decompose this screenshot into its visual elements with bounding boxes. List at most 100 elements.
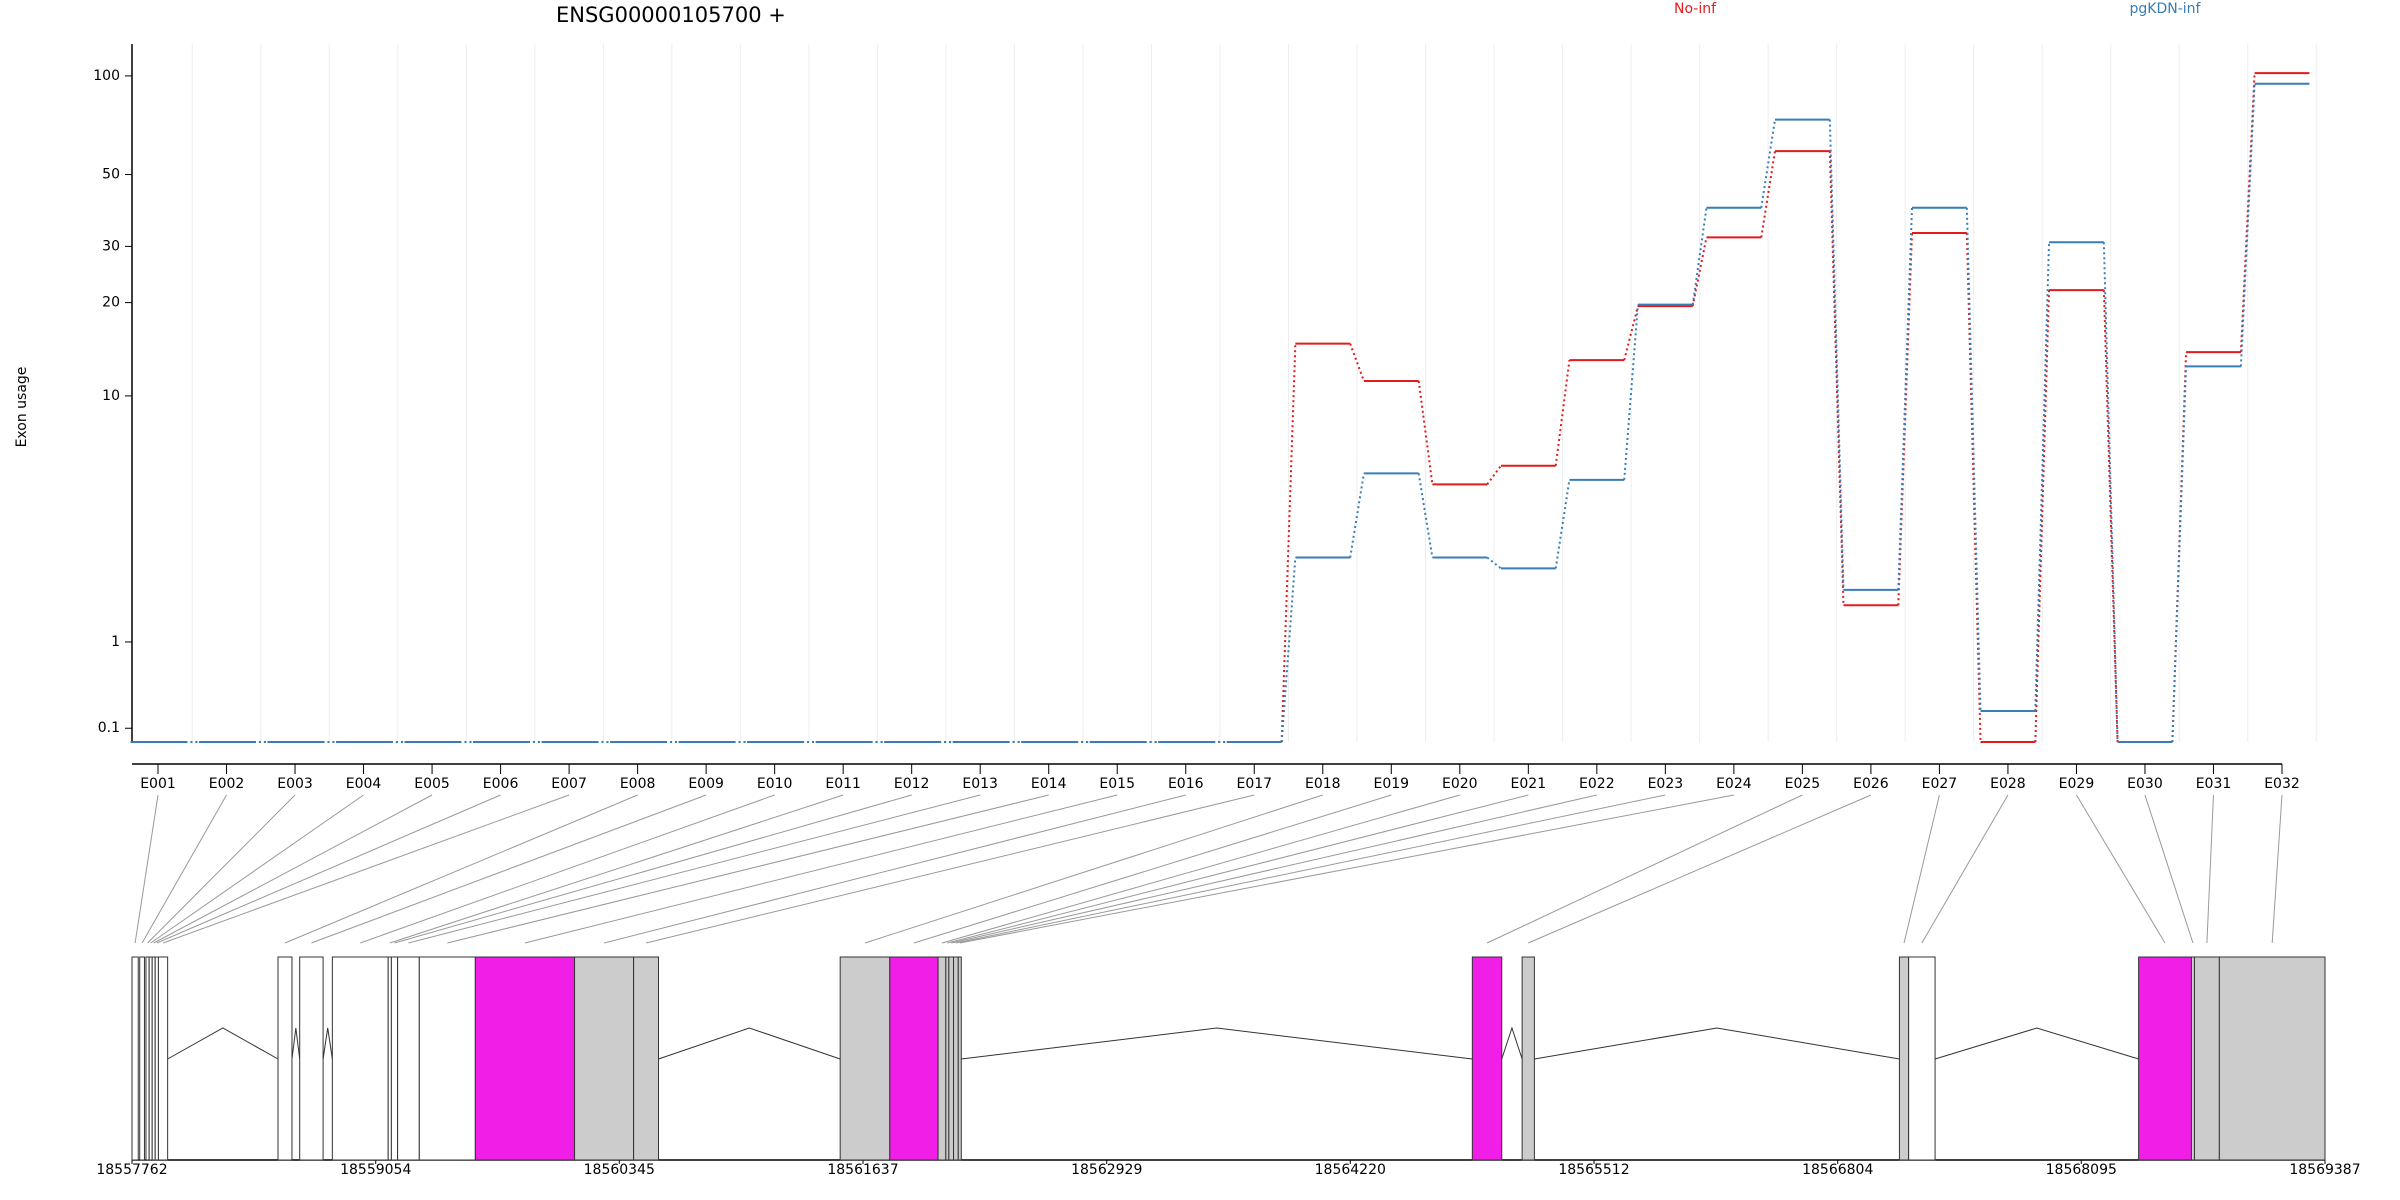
step-connector: [1623, 304, 1639, 480]
y-tick-label: 10: [102, 388, 120, 404]
x-tick-label: E005: [414, 776, 450, 792]
exon-link: [1921, 794, 2009, 944]
step-connector: [2034, 242, 2051, 711]
x-tick-label: E031: [2196, 776, 2232, 792]
exon: [953, 956, 959, 1161]
x-tick-label: E022: [1579, 776, 1615, 792]
exon-link: [913, 794, 1392, 944]
step-connector: [1280, 343, 1297, 743]
y-tick-label: 50: [102, 167, 120, 183]
step-connector: [1897, 207, 1914, 590]
step-connector: [1349, 473, 1365, 558]
step-connector: [1965, 207, 1982, 711]
step-connector: [1349, 343, 1365, 382]
x-tick-label: E013: [962, 776, 998, 792]
x-tick-label: E029: [2059, 776, 2095, 792]
x-tick-label: E003: [277, 776, 313, 792]
exon: [937, 956, 947, 1161]
intron: [291, 1027, 301, 1060]
exon-link: [603, 794, 1186, 944]
exon: [1521, 956, 1535, 1161]
x-tick-label: E014: [1031, 776, 1067, 792]
exon: [633, 956, 660, 1161]
x-tick-label: E024: [1716, 776, 1752, 792]
step-connector: [1417, 473, 1434, 558]
y-tick-label: 1: [111, 634, 120, 650]
intron: [1534, 1027, 1900, 1060]
exon-link: [645, 794, 1255, 944]
exon-link: [864, 794, 1323, 944]
x-tick-label: E002: [209, 776, 245, 792]
exon-link: [2206, 794, 2214, 944]
step-connector: [1280, 557, 1297, 743]
y-tick-label: 20: [102, 295, 120, 311]
exon: [889, 956, 939, 1161]
step-connector: [2102, 290, 2119, 743]
x-tick-label: E023: [1648, 776, 1684, 792]
exon-link: [284, 794, 638, 944]
genome-tick-label: 18569387: [2289, 1162, 2360, 1178]
intron: [658, 1027, 841, 1060]
x-tick-label: E012: [894, 776, 930, 792]
exon-link: [941, 794, 1460, 944]
exon-link: [394, 794, 912, 944]
x-tick-label: E006: [483, 776, 519, 792]
exon-link: [2271, 794, 2283, 944]
legend-label: No-inf: [1674, 1, 1717, 17]
step-connector: [2034, 290, 2051, 743]
genome-tick-label: 18559054: [340, 1162, 411, 1178]
genome-tick-label: 18560345: [584, 1162, 655, 1178]
exon: [299, 956, 324, 1161]
x-tick-label: E026: [1853, 776, 1889, 792]
x-tick-label: E020: [1442, 776, 1478, 792]
exon-link: [153, 794, 433, 944]
x-tick-label: E021: [1511, 776, 1547, 792]
y-tick-label: 0.1: [98, 720, 120, 736]
genome-tick-label: 18562929: [1071, 1162, 1142, 1178]
genome-tick-label: 18568095: [2046, 1162, 2117, 1178]
intron: [1934, 1027, 2139, 1060]
exon: [418, 956, 476, 1161]
step-connector: [1623, 305, 1639, 361]
genome-tick-label: 18561637: [827, 1162, 898, 1178]
exon: [1898, 956, 1910, 1161]
exon-link: [1903, 794, 1940, 944]
exon-link: [951, 794, 1597, 944]
exon-link: [147, 794, 296, 944]
x-tick-label: E018: [1305, 776, 1341, 792]
x-tick-label: E010: [757, 776, 793, 792]
exon-link: [408, 794, 981, 944]
x-tick-label: E030: [2127, 776, 2163, 792]
step-connector: [1486, 465, 1502, 485]
exon-link: [959, 794, 1734, 944]
exon-link: [1528, 794, 1872, 944]
exon: [397, 956, 420, 1161]
exon: [948, 956, 955, 1161]
intron: [1501, 1026, 1523, 1060]
exon: [839, 956, 891, 1161]
exon: [139, 956, 145, 1161]
exon-link: [447, 794, 1049, 944]
exon: [957, 956, 962, 1161]
exon-link: [156, 794, 501, 944]
exon-link: [162, 794, 570, 944]
exon: [390, 956, 399, 1161]
intron: [167, 1027, 279, 1060]
legend-label: pgKDN-inf: [2130, 1, 2202, 17]
genome-tick-label: 18557762: [96, 1162, 167, 1178]
x-tick-label: E008: [620, 776, 656, 792]
x-tick-label: E015: [1099, 776, 1135, 792]
genome-tick-label: 18565512: [1558, 1162, 1629, 1178]
step-connector: [1417, 380, 1434, 485]
x-tick-label: E009: [688, 776, 724, 792]
y-axis-label: Exon usage: [14, 367, 30, 448]
exon: [331, 956, 389, 1161]
x-tick-label: E027: [1922, 776, 1958, 792]
x-tick-label: E004: [346, 776, 382, 792]
intron: [322, 1027, 333, 1060]
genome-tick-label: 18564220: [1315, 1162, 1386, 1178]
step-connector: [2239, 83, 2256, 367]
x-tick-label: E011: [825, 776, 861, 792]
exon-link: [134, 794, 159, 944]
